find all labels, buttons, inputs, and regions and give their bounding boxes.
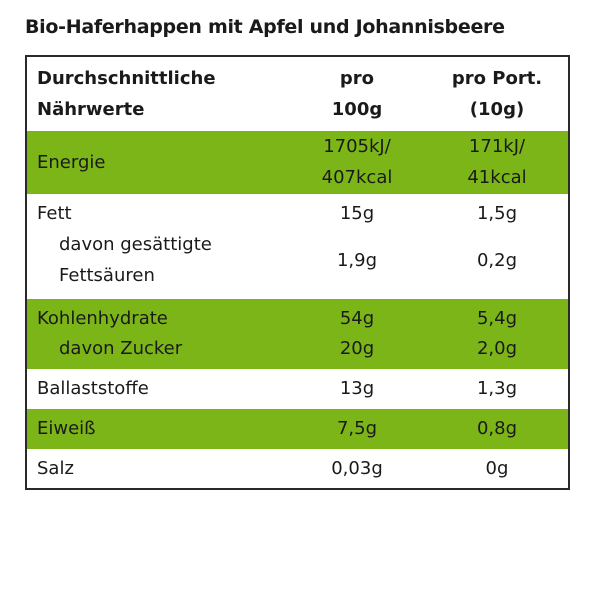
- product-title: Bio-Haferhappen mit Apfel und Johannisbe…: [25, 16, 505, 38]
- value-portion: 0,8g: [476, 418, 518, 439]
- value-portion: 2,0g: [476, 338, 518, 359]
- value-portion: 5,4g: [476, 308, 518, 329]
- header-per-portion: (10g): [469, 99, 525, 120]
- table-header: Durchschnittliche Nährwerte pro 100g pro…: [27, 63, 568, 133]
- value-100g: 7,5g: [336, 418, 378, 439]
- table-row: Eiweiß 7,5g 0,8g: [27, 409, 568, 449]
- value-100g: 54g: [339, 308, 375, 329]
- row-label: Fettsäuren: [59, 265, 155, 286]
- row-label: Kohlenhydrate: [37, 308, 168, 329]
- value-portion: 0g: [485, 458, 509, 479]
- table-row: Energie 1705kJ/ 407kcal 171kJ/ 41kcal: [27, 131, 568, 194]
- row-label: Salz: [37, 458, 74, 479]
- header-per-portion: pro Port.: [451, 68, 543, 89]
- row-label: Fett: [37, 203, 72, 224]
- header-per-100g: pro: [339, 68, 375, 89]
- row-label: davon Zucker: [59, 338, 183, 359]
- value-100g: 15g: [339, 203, 375, 224]
- value-portion: 1,3g: [476, 378, 518, 399]
- table-row: Fett 15g 1,5g davon gesättigte Fettsäure…: [27, 194, 568, 299]
- table-row: Salz 0,03g 0g: [27, 449, 568, 488]
- table-row: Kohlenhydrate 54g 5,4g davon Zucker 20g …: [27, 299, 568, 369]
- value-100g: 20g: [339, 338, 375, 359]
- value-portion: 1,5g: [476, 203, 518, 224]
- header-per-100g: 100g: [331, 99, 383, 120]
- header-label: Durchschnittliche: [37, 68, 216, 89]
- row-label: Energie: [37, 152, 106, 173]
- value-100g: 1705kJ/: [323, 136, 391, 157]
- row-label: Eiweiß: [37, 418, 96, 439]
- value-100g: 13g: [339, 378, 375, 399]
- nutrition-table: Durchschnittliche Nährwerte pro 100g pro…: [25, 55, 570, 490]
- row-label: davon gesättigte: [59, 234, 212, 255]
- value-portion: 171kJ/: [468, 136, 526, 157]
- row-label: Ballaststoffe: [37, 378, 149, 399]
- value-portion: 41kcal: [467, 167, 527, 188]
- value-100g: 407kcal: [321, 167, 393, 188]
- value-100g: 1,9g: [336, 250, 378, 271]
- header-label: Nährwerte: [37, 99, 145, 120]
- table-row: Ballaststoffe 13g 1,3g: [27, 369, 568, 409]
- value-100g: 0,03g: [331, 458, 383, 479]
- value-portion: 0,2g: [476, 250, 518, 271]
